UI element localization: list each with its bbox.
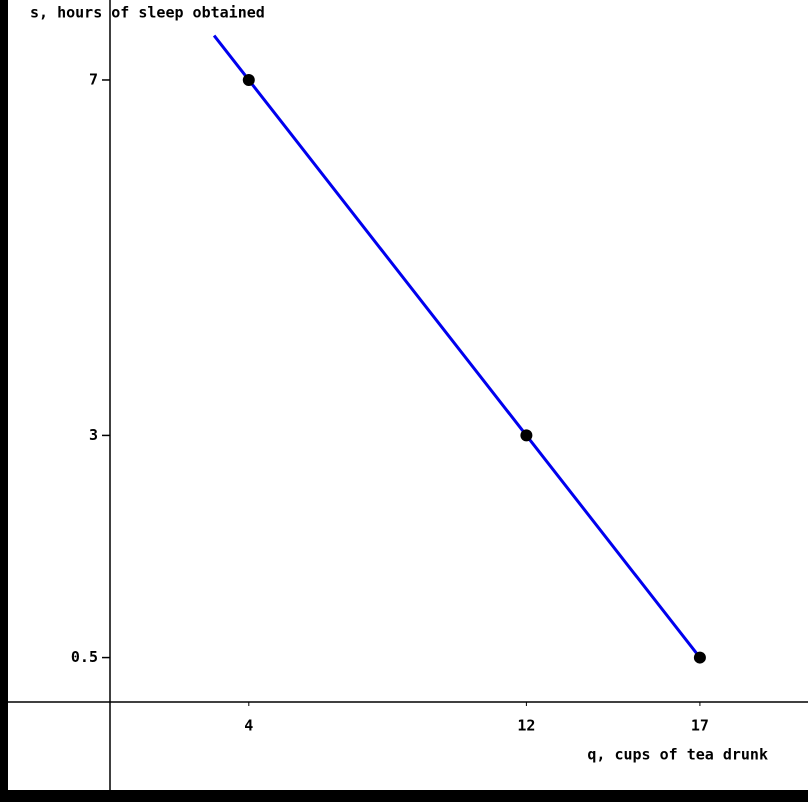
point — [693, 651, 706, 664]
y-tick-label: 7 — [89, 70, 98, 88]
line — [212, 34, 702, 659]
x-axis-label: q, cups of tea drunk — [587, 746, 768, 764]
x-tick-label: 4 — [244, 717, 253, 735]
point — [242, 73, 255, 86]
x-tick-label: 17 — [691, 717, 709, 735]
x-tick-label: 12 — [517, 717, 535, 735]
y-tick-label: 3 — [89, 426, 98, 444]
point — [520, 429, 533, 442]
y-axis-label: s, hours of sleep obtained — [30, 4, 265, 22]
plot-background — [8, 0, 808, 790]
y-tick-label: 0.5 — [71, 648, 98, 666]
